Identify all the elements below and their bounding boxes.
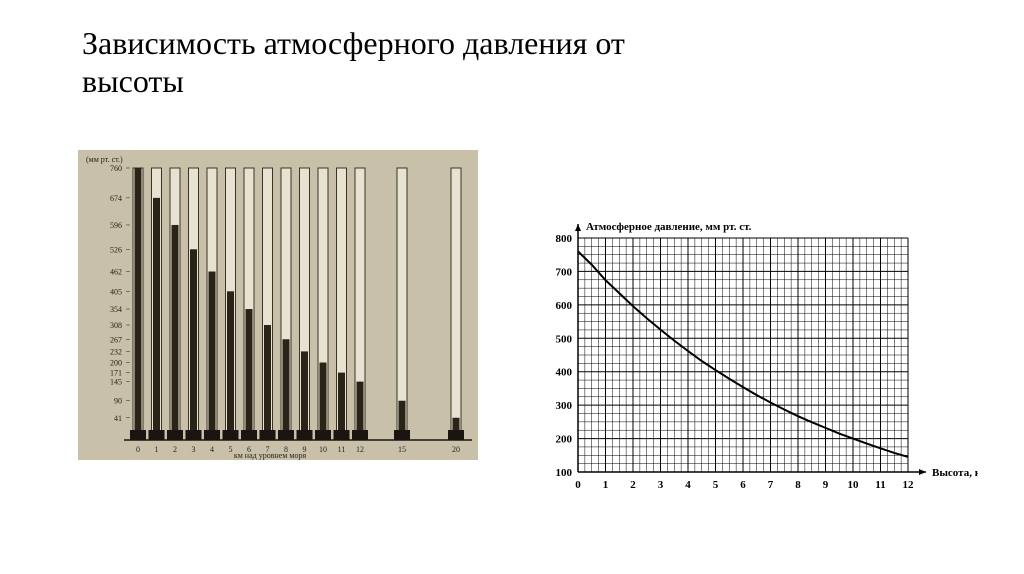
svg-text:8: 8 [795, 479, 801, 491]
svg-text:4: 4 [210, 445, 214, 454]
svg-text:9: 9 [823, 479, 829, 491]
svg-text:596: 596 [110, 221, 122, 230]
line-chart-svg: 0123456789101112100200300400500600700800… [538, 214, 978, 514]
svg-text:11: 11 [875, 479, 885, 491]
svg-text:232: 232 [110, 347, 122, 356]
svg-text:0: 0 [575, 479, 581, 491]
title-line-2: высоты [82, 63, 184, 99]
svg-text:300: 300 [556, 400, 573, 412]
svg-text:308: 308 [110, 321, 122, 330]
title-line-1: Зависимость атмосферного давления от [82, 25, 625, 61]
svg-text:20: 20 [452, 445, 460, 454]
svg-text:674: 674 [110, 194, 122, 203]
svg-text:12: 12 [356, 445, 364, 454]
svg-text:267: 267 [110, 335, 122, 344]
svg-text:11: 11 [338, 445, 346, 454]
svg-text:600: 600 [556, 300, 573, 312]
svg-text:200: 200 [556, 434, 573, 446]
barometric-panel: (мм рт. ст.)7606745965264624053543082672… [78, 150, 478, 460]
svg-text:15: 15 [398, 445, 406, 454]
svg-text:405: 405 [110, 287, 122, 296]
svg-text:км над уровнем моря: км над уровнем моря [234, 451, 307, 460]
svg-text:526: 526 [110, 245, 122, 254]
svg-text:41: 41 [114, 414, 122, 423]
svg-text:7: 7 [768, 479, 774, 491]
svg-text:200: 200 [110, 359, 122, 368]
svg-text:171: 171 [110, 369, 122, 378]
svg-text:90: 90 [114, 397, 122, 406]
svg-text:6: 6 [740, 479, 746, 491]
barometric-svg: (мм рт. ст.)7606745965264624053543082672… [78, 150, 478, 460]
svg-text:10: 10 [848, 479, 860, 491]
svg-text:500: 500 [556, 333, 573, 345]
svg-text:(мм рт. ст.): (мм рт. ст.) [86, 155, 123, 164]
svg-text:2: 2 [630, 479, 636, 491]
svg-text:0: 0 [136, 445, 140, 454]
svg-text:462: 462 [110, 268, 122, 277]
svg-text:12: 12 [903, 479, 915, 491]
svg-text:800: 800 [556, 233, 573, 245]
svg-text:5: 5 [713, 479, 719, 491]
svg-text:10: 10 [319, 445, 327, 454]
svg-text:145: 145 [110, 378, 122, 387]
svg-text:2: 2 [173, 445, 177, 454]
line-chart-panel: 0123456789101112100200300400500600700800… [538, 214, 978, 514]
page-title: Зависимость атмосферного давления от выс… [82, 24, 625, 101]
svg-text:3: 3 [192, 445, 196, 454]
svg-text:760: 760 [110, 164, 122, 173]
svg-text:Высота, км: Высота, км [932, 467, 978, 479]
svg-text:5: 5 [229, 445, 233, 454]
svg-text:1: 1 [603, 479, 609, 491]
svg-text:354: 354 [110, 305, 122, 314]
svg-text:100: 100 [556, 467, 573, 479]
svg-text:1: 1 [155, 445, 159, 454]
svg-text:400: 400 [556, 367, 573, 379]
svg-text:4: 4 [685, 479, 691, 491]
svg-text:700: 700 [556, 266, 573, 278]
svg-text:3: 3 [658, 479, 664, 491]
svg-text:Атмосферное давление, мм рт. с: Атмосферное давление, мм рт. ст. [586, 221, 752, 233]
